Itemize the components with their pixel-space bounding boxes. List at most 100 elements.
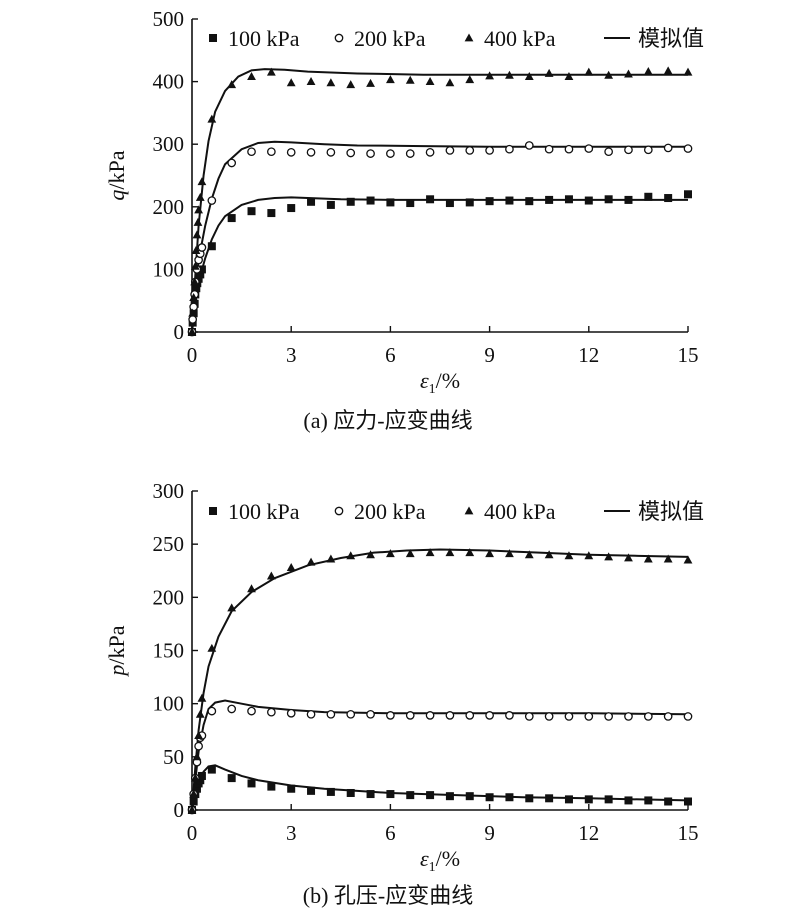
data-point-triangle <box>505 70 514 79</box>
data-point-circle <box>386 149 395 158</box>
y-tick-label: 500 <box>153 7 185 31</box>
data-point-square <box>604 795 613 804</box>
y-axis-title-unit: /kPa <box>104 150 129 189</box>
data-point-square <box>545 794 554 803</box>
data-point-square <box>267 782 276 791</box>
data-point-triangle <box>189 789 199 798</box>
data-point-square <box>505 196 514 205</box>
data-point-square <box>192 284 201 293</box>
data-point-circle <box>247 147 256 157</box>
data-point-circle <box>425 147 435 157</box>
data-point-triangle <box>286 78 296 87</box>
data-point-triangle <box>346 551 356 560</box>
data-point-triangle <box>247 584 256 593</box>
data-point-square <box>326 200 335 209</box>
data-point-circle <box>505 711 514 720</box>
data-point-triangle <box>266 67 276 76</box>
data-point-square <box>426 195 435 204</box>
data-point-square <box>196 270 205 279</box>
data-point-circle <box>683 712 693 721</box>
panel-caption: (b) 孔压-应变曲线 <box>303 883 473 908</box>
data-point-square <box>684 797 692 806</box>
x-tick-label: 12 <box>578 343 599 367</box>
legend-label: 100 kPa <box>228 26 300 51</box>
data-point-triangle <box>663 554 673 563</box>
data-point-square <box>197 265 206 274</box>
data-point-square <box>346 788 355 797</box>
data-point-triangle <box>195 192 205 201</box>
data-point-triangle <box>544 550 554 559</box>
data-point-circle <box>227 158 237 168</box>
data-point-circle <box>624 712 633 721</box>
data-point-triangle <box>505 549 514 558</box>
x-tick-label: 9 <box>484 343 495 367</box>
legend-label: 200 kPa <box>354 499 426 524</box>
data-point-square <box>525 794 534 803</box>
legend-circle-swatch <box>334 33 344 43</box>
legend-square-swatch <box>209 34 217 42</box>
data-point-triangle <box>524 72 534 81</box>
data-point-square <box>445 199 454 208</box>
x-tick-label: 15 <box>678 343 699 367</box>
y-tick-label: 100 <box>153 692 185 716</box>
data-point-square <box>386 198 395 207</box>
x-tick-label: 6 <box>385 821 396 845</box>
x-tick-label: 3 <box>286 343 297 367</box>
data-point-triangle <box>584 551 594 560</box>
data-point-square <box>386 790 395 799</box>
data-point-circle <box>663 143 673 153</box>
x-axis-title-var: ε <box>420 846 429 871</box>
data-point-triangle <box>346 80 356 89</box>
data-point-triangle <box>306 77 316 86</box>
y-axis-title: q/kPa <box>104 150 129 200</box>
data-point-circle <box>624 145 633 155</box>
y-tick-label: 200 <box>153 585 185 609</box>
data-point-triangle <box>247 72 256 81</box>
data-point-triangle <box>643 67 653 76</box>
x-tick-label: 3 <box>286 821 297 845</box>
data-point-triangle <box>286 563 296 571</box>
x-axis-title-unit: /% <box>436 368 460 393</box>
simulation-curve <box>191 548 689 811</box>
data-point-triangle <box>386 75 395 84</box>
data-point-circle <box>425 711 435 720</box>
data-point-circle <box>366 709 375 719</box>
data-point-circle <box>267 147 276 157</box>
data-point-triangle <box>207 114 217 123</box>
legend: 100 kPa 200 kPa 400 kPa 模拟值 <box>209 26 704 51</box>
data-point-triangle <box>465 548 475 557</box>
data-point-circle <box>445 711 455 720</box>
data-point-circle <box>267 707 276 717</box>
data-point-square <box>445 792 454 801</box>
data-point-square <box>366 790 375 799</box>
data-point-square <box>664 797 673 806</box>
data-point-square <box>247 207 256 216</box>
data-point-square <box>366 196 375 205</box>
simulation-curve <box>191 699 689 811</box>
data-point-circle <box>445 146 455 155</box>
data-point-triangle <box>584 67 594 76</box>
x-tick-label: 12 <box>578 821 599 845</box>
data-point-triangle <box>326 554 336 563</box>
data-point-triangle <box>189 293 199 301</box>
data-point-circle <box>643 712 653 721</box>
data-point-square <box>194 274 203 283</box>
data-point-circle <box>386 711 395 720</box>
data-point-square <box>346 197 355 206</box>
data-point-square <box>189 797 198 806</box>
data-point-square <box>197 771 206 780</box>
x-tick-label: 9 <box>484 821 495 845</box>
data-point-square <box>465 792 474 801</box>
data-point-square <box>525 197 534 206</box>
data-point-square <box>227 774 236 783</box>
x-axis-title: ε1/% <box>420 368 460 397</box>
y-axis-title-var: q <box>104 190 129 201</box>
data-point-circle <box>683 144 693 153</box>
data-point-circle <box>286 708 296 718</box>
y-axis-title-var: p <box>104 665 129 678</box>
data-point-square <box>564 795 573 804</box>
data-point-square <box>307 786 316 795</box>
data-point-triangle <box>192 752 202 761</box>
data-point-triangle <box>194 205 204 214</box>
data-point-circle <box>326 147 336 157</box>
